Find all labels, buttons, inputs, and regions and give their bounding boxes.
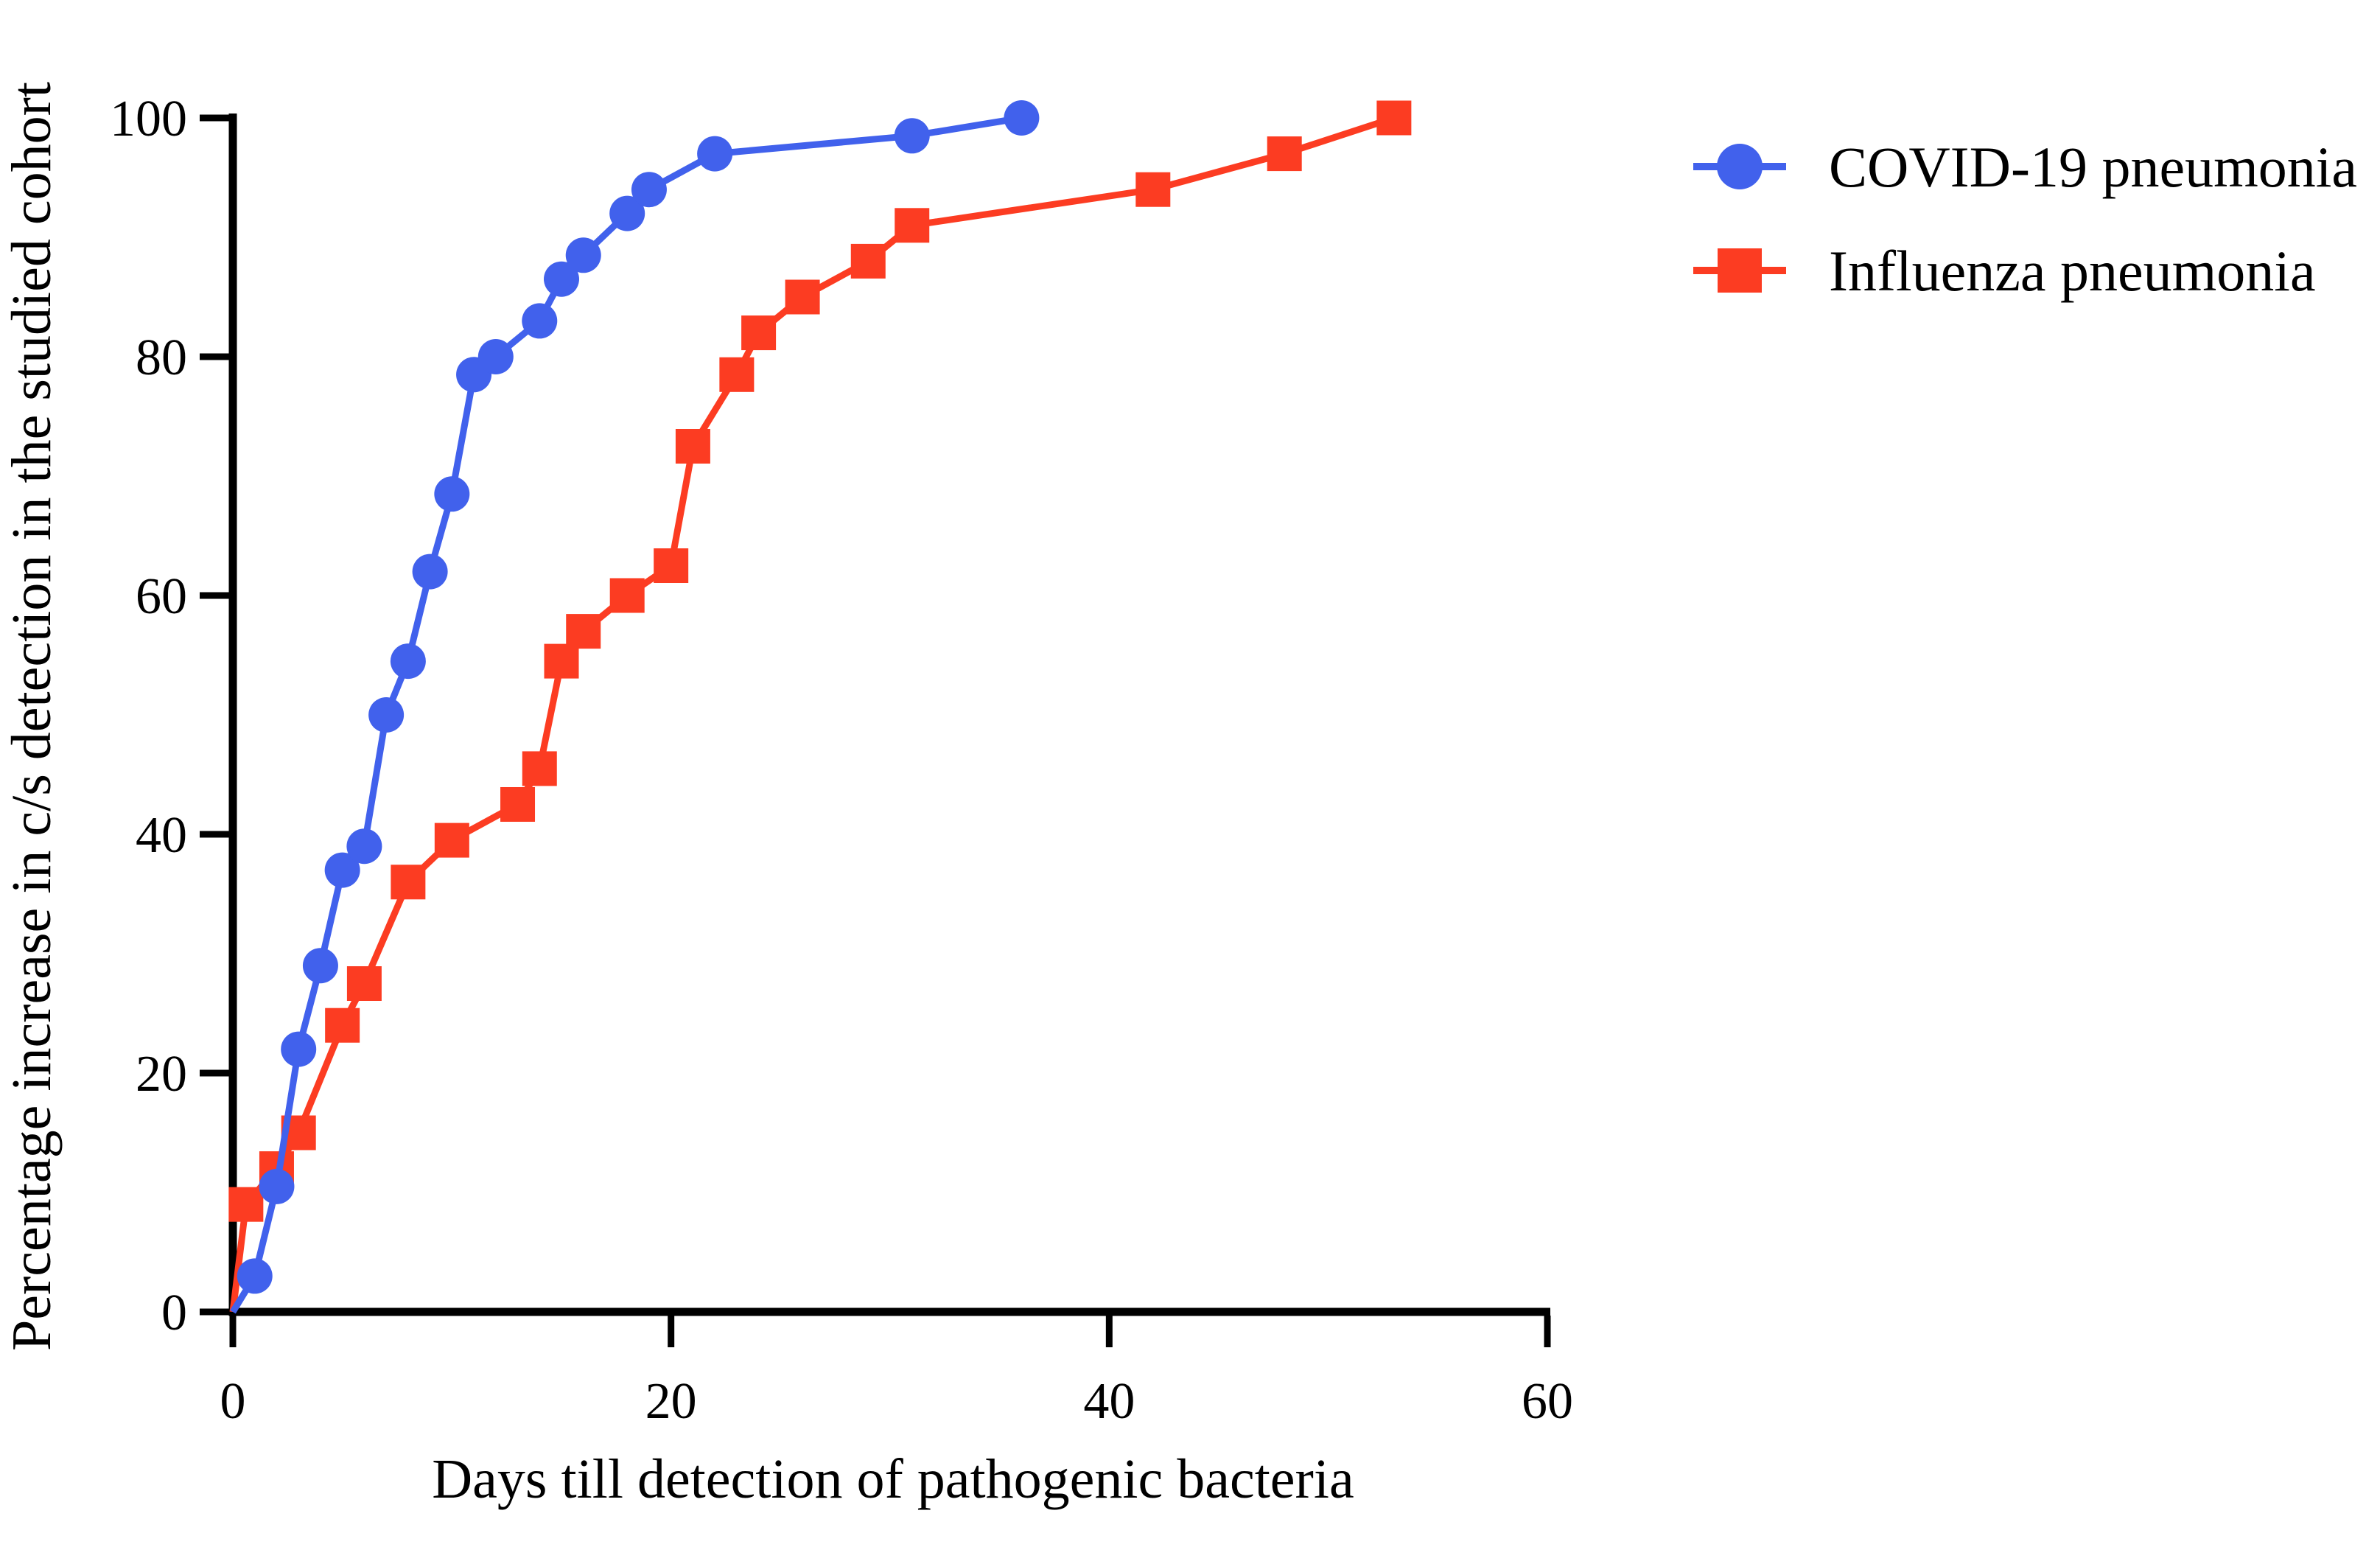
y-tick-label: 80 xyxy=(136,329,187,386)
covid19-marker xyxy=(1004,100,1040,136)
x-tick-label: 0 xyxy=(220,1373,246,1430)
legend-label-influenza: Influenza pneumonia xyxy=(1829,239,2316,303)
covid19-marker xyxy=(631,172,667,208)
legend-influenza-square-icon xyxy=(1718,248,1762,293)
axes: 0 20 40 60 80 100 0 20 40 60 xyxy=(110,91,1573,1430)
influenza-marker xyxy=(228,1187,264,1222)
covid19-marker xyxy=(368,697,405,733)
influenza-marker xyxy=(609,578,645,613)
influenza-marker xyxy=(500,787,536,822)
influenza-marker xyxy=(654,548,689,583)
influenza-marker xyxy=(741,315,777,351)
y-tick-label: 0 xyxy=(161,1285,187,1341)
y-tick-label: 100 xyxy=(110,91,187,147)
y-tick-label: 20 xyxy=(136,1046,187,1103)
x-tick-label: 60 xyxy=(1522,1373,1573,1430)
legend: COVID-19 pneumonia Influenza pneumonia xyxy=(1693,135,2357,303)
influenza-marker xyxy=(850,243,886,279)
covid19-marker xyxy=(259,1168,295,1204)
influenza-marker xyxy=(895,208,930,243)
x-tick-label: 40 xyxy=(1083,1373,1135,1430)
influenza-marker xyxy=(434,823,469,858)
y-tick-label: 40 xyxy=(136,807,187,864)
covid19-marker xyxy=(237,1258,273,1294)
influenza-marker xyxy=(1267,136,1302,172)
covid19-marker xyxy=(281,1031,317,1067)
influenza-marker xyxy=(566,614,601,649)
y-tick-label: 60 xyxy=(136,568,187,625)
covid19-marker xyxy=(302,948,338,984)
covid19-marker xyxy=(522,303,558,339)
covid19-marker xyxy=(412,554,448,590)
influenza-marker xyxy=(522,751,557,786)
covid19-marker xyxy=(434,476,470,512)
data-series xyxy=(228,100,1412,1314)
x-tick-label: 20 xyxy=(645,1373,697,1430)
x-axis-title: Days till detection of pathogenic bacter… xyxy=(432,1448,1354,1510)
legend-covid19-circle-icon xyxy=(1717,144,1763,189)
influenza-marker xyxy=(544,643,579,679)
covid19-marker xyxy=(565,237,601,273)
covid19-marker xyxy=(697,136,733,172)
covid19-marker xyxy=(346,828,382,865)
covid19-marker xyxy=(324,852,360,888)
legend-label-covid: COVID-19 pneumonia xyxy=(1829,135,2357,199)
influenza-marker xyxy=(785,279,820,315)
covid19-marker xyxy=(477,339,514,374)
covid19-marker xyxy=(609,195,645,231)
covid19-marker xyxy=(544,261,579,297)
influenza-marker xyxy=(675,429,710,464)
influenza-marker xyxy=(346,966,382,1001)
covid19-series-line xyxy=(230,114,1023,1314)
influenza-marker xyxy=(391,865,426,900)
influenza-marker xyxy=(719,357,755,392)
influenza-marker xyxy=(1135,172,1171,207)
influenza-marker xyxy=(325,1008,360,1043)
y-axis-title: Percentage increase in c/s detection in … xyxy=(1,82,63,1351)
covid19-marker xyxy=(894,118,930,154)
influenza-marker xyxy=(1376,100,1412,136)
covid19-marker xyxy=(390,643,426,680)
